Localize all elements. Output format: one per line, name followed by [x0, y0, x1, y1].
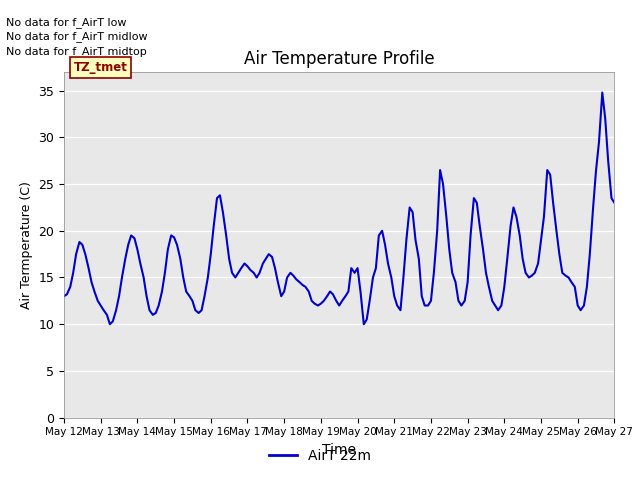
- Title: Air Temperature Profile: Air Temperature Profile: [244, 49, 435, 68]
- Legend: AirT 22m: AirT 22m: [264, 443, 376, 468]
- Text: No data for f_AirT low: No data for f_AirT low: [6, 17, 127, 28]
- Text: No data for f_AirT midtop: No data for f_AirT midtop: [6, 46, 147, 57]
- Text: TZ_tmet: TZ_tmet: [74, 61, 127, 74]
- Y-axis label: Air Termperature (C): Air Termperature (C): [20, 181, 33, 309]
- X-axis label: Time: Time: [322, 443, 356, 457]
- Text: No data for f_AirT midlow: No data for f_AirT midlow: [6, 31, 148, 42]
